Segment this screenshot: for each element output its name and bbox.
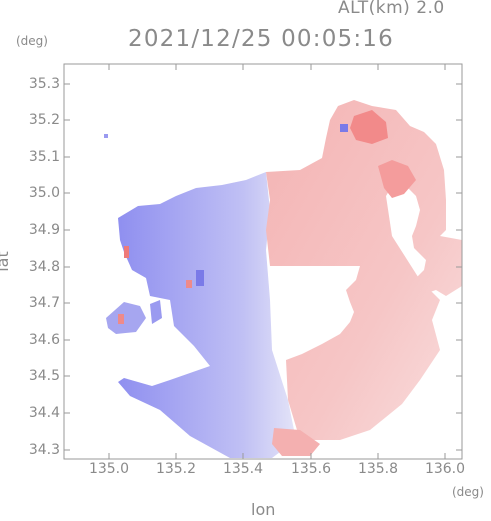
x-tick-label: 135.6 [290, 461, 332, 477]
speckle [124, 246, 129, 258]
x-tick-label: 135.0 [88, 461, 130, 477]
y-tick-label: 34.9 [28, 222, 60, 238]
speckle [340, 124, 348, 132]
y-tick-label: 35.0 [28, 185, 60, 201]
y-tick-label: 35.1 [28, 149, 60, 165]
y-tick-label: 34.8 [28, 259, 60, 275]
y-tick-label: 34.7 [28, 295, 60, 311]
timestamp-title: 2021/12/25 00:05:16 [128, 26, 394, 52]
speckle [104, 134, 108, 138]
speckle [186, 280, 192, 288]
y-tick-label: 35.2 [28, 112, 60, 128]
y-axis-unit: (deg) [16, 34, 48, 48]
approaching-patch [150, 300, 162, 324]
receding-patch [350, 110, 388, 144]
y-tick-label: 34.4 [28, 405, 60, 421]
x-tick-label: 136.0 [424, 461, 466, 477]
y-tick-label: 34.3 [28, 442, 60, 458]
y-ticks [64, 83, 462, 451]
y-tick-label: 34.5 [28, 368, 60, 384]
velocity-field [104, 100, 462, 458]
x-axis-label: lon [251, 500, 276, 519]
x-tick-label: 135.8 [357, 461, 399, 477]
approaching-patch [106, 302, 146, 334]
receding-patch [272, 428, 320, 456]
receding-region [266, 100, 462, 440]
altitude-label: ALT(km) 2.0 [338, 0, 445, 18]
x-tick-label: 135.4 [222, 461, 264, 477]
x-tick-label: 135.2 [155, 461, 197, 477]
x-ticks [108, 64, 446, 459]
plot-frame [63, 63, 463, 460]
approaching-region [118, 172, 296, 458]
speckle [196, 270, 204, 286]
receding-patch [378, 160, 416, 198]
x-axis-unit: (deg) [452, 485, 484, 499]
y-tick-label: 35.3 [28, 76, 60, 92]
speckle [118, 314, 124, 324]
y-tick-label: 34.6 [28, 332, 60, 348]
